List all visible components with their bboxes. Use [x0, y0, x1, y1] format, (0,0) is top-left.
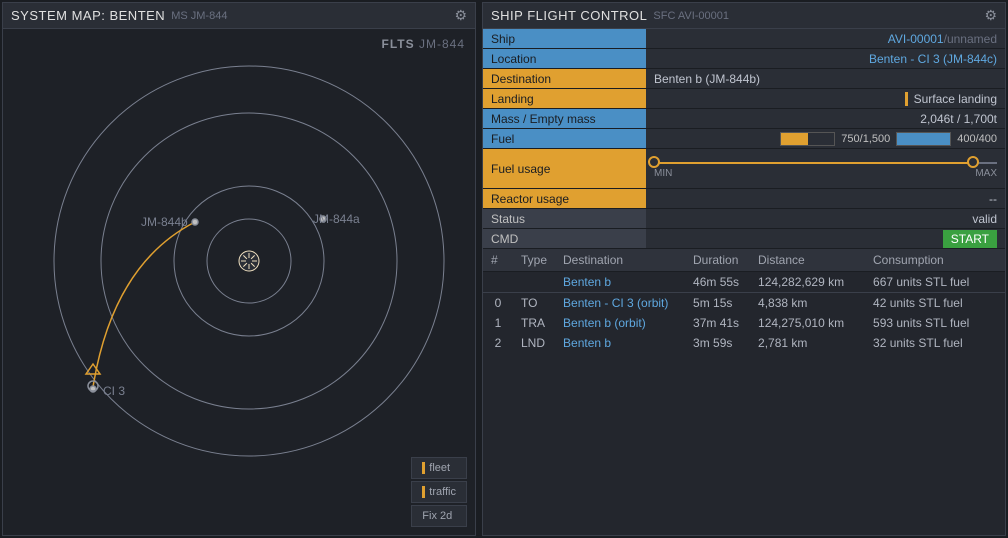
row-status-label: Status: [483, 209, 646, 228]
map-svg[interactable]: JM-844a JM-844b CI 3: [3, 29, 475, 535]
flight-control-title: SHIP FLIGHT CONTROL: [491, 8, 647, 23]
row-cmd: CMD START: [483, 229, 1005, 249]
flight-control-header: SHIP FLIGHT CONTROL SFC AVI-00001 ⚙: [483, 3, 1005, 29]
row-destination-label: Destination: [483, 69, 646, 88]
system-map-title: SYSTEM MAP: BENTEN: [11, 8, 165, 23]
col-consumption: Consumption: [865, 249, 1005, 272]
row-status: Status valid: [483, 209, 1005, 229]
system-map-subtitle: MS JM-844: [171, 10, 227, 22]
row-landing-label: Landing: [483, 89, 646, 108]
start-button[interactable]: START: [943, 230, 997, 248]
dest-link[interactable]: Benten b (orbit): [555, 313, 685, 333]
fuel-bar-2: [896, 132, 951, 146]
row-fuel-label: Fuel: [483, 129, 646, 148]
row-mass-value: 2,046t / 1,700t: [646, 109, 1005, 128]
fuel-usage-slider[interactable]: MIN MAX: [646, 149, 1005, 188]
row-location-value: Benten - CI 3 (JM-844c): [646, 49, 1005, 68]
table-row: 2 LND Benten b 3m 59s 2,781 km 32 units …: [483, 333, 1005, 353]
row-mass-label: Mass / Empty mass: [483, 109, 646, 128]
row-cmd-value: START: [646, 229, 1005, 248]
ship-id-link[interactable]: AVI-00001: [888, 32, 944, 46]
row-reactor: Reactor usage --: [483, 189, 1005, 209]
row-fuel-value: 750/1,500 400/400: [646, 129, 1005, 148]
table-summary-row: Benten b 46m 55s 124,282,629 km 667 unit…: [483, 272, 1005, 293]
dest-link[interactable]: Benten - CI 3 (orbit): [555, 293, 685, 314]
map-control-fleet[interactable]: fleet: [411, 457, 467, 479]
slider-min: MIN: [654, 168, 672, 179]
row-landing: Landing Surface landing: [483, 89, 1005, 109]
table-row: 1 TRA Benten b (orbit) 37m 41s 124,275,0…: [483, 313, 1005, 333]
col-destination: Destination: [555, 249, 685, 272]
svg-text:CI 3: CI 3: [103, 384, 125, 398]
flight-control-rows: Ship AVI-00001 / unnamed Location Benten…: [483, 29, 1005, 249]
row-mass: Mass / Empty mass 2,046t / 1,700t: [483, 109, 1005, 129]
table-body: Benten b 46m 55s 124,282,629 km 667 unit…: [483, 272, 1005, 354]
fuel-text-1: 750/1,500: [841, 133, 890, 145]
row-ship: Ship AVI-00001 / unnamed: [483, 29, 1005, 49]
col-#: #: [483, 249, 513, 272]
row-fuel: Fuel 750/1,500 400/400: [483, 129, 1005, 149]
col-type: Type: [513, 249, 555, 272]
table-row: 0 TO Benten - CI 3 (orbit) 5m 15s 4,838 …: [483, 293, 1005, 314]
summary-dest[interactable]: Benten b: [555, 272, 685, 293]
row-reactor-value: --: [646, 189, 1005, 208]
svg-text:JM-844a: JM-844a: [313, 212, 360, 226]
system-map-body[interactable]: FLTS FLTS JM-844JM-844 JM-844aJM-844bCI …: [3, 29, 475, 535]
row-destination: Destination Benten b (JM-844b): [483, 69, 1005, 89]
map-controls: fleettrafficFix 2d: [411, 457, 467, 527]
row-status-value: valid: [646, 209, 1005, 228]
svg-text:JM-844b: JM-844b: [141, 215, 188, 229]
flight-control-panel: SHIP FLIGHT CONTROL SFC AVI-00001 ⚙ Ship…: [482, 2, 1006, 536]
bar-icon: [422, 462, 425, 474]
row-fuel-usage: Fuel usage MIN MAX: [483, 149, 1005, 189]
col-distance: Distance: [750, 249, 865, 272]
map-control-traffic[interactable]: traffic: [411, 481, 467, 503]
row-fuel-usage-label: Fuel usage: [483, 149, 646, 188]
row-landing-value[interactable]: Surface landing: [646, 89, 1005, 108]
row-cmd-label: CMD: [483, 229, 646, 248]
row-location-label: Location: [483, 49, 646, 68]
dest-link[interactable]: Benten b: [555, 333, 685, 353]
row-destination-value[interactable]: Benten b (JM-844b): [646, 69, 1005, 88]
location-link[interactable]: Benten - CI 3 (JM-844c): [869, 52, 997, 66]
bar-icon: [422, 486, 425, 498]
row-reactor-label: Reactor usage: [483, 189, 646, 208]
landing-bar-icon: [905, 92, 908, 106]
ship-name: unnamed: [947, 32, 997, 46]
flight-control-subtitle: SFC AVI-00001: [653, 10, 729, 22]
row-location: Location Benten - CI 3 (JM-844c): [483, 49, 1005, 69]
row-ship-value: AVI-00001 / unnamed: [646, 29, 1005, 48]
slider-max: MAX: [975, 168, 997, 179]
system-map-panel: SYSTEM MAP: BENTEN MS JM-844 ⚙ FLTS FLTS…: [2, 2, 476, 536]
landing-text: Surface landing: [914, 92, 997, 106]
fuel-text-2: 400/400: [957, 133, 997, 145]
map-control-Fix-2d[interactable]: Fix 2d: [411, 505, 467, 527]
system-map-header: SYSTEM MAP: BENTEN MS JM-844 ⚙: [3, 3, 475, 29]
col-duration: Duration: [685, 249, 750, 272]
flight-plan-table: #TypeDestinationDurationDistanceConsumpt…: [483, 249, 1005, 353]
row-ship-label: Ship: [483, 29, 646, 48]
gear-icon[interactable]: ⚙: [984, 7, 997, 24]
fuel-bar-1: [780, 132, 835, 146]
table-header-row: #TypeDestinationDurationDistanceConsumpt…: [483, 249, 1005, 272]
gear-icon[interactable]: ⚙: [454, 7, 467, 24]
